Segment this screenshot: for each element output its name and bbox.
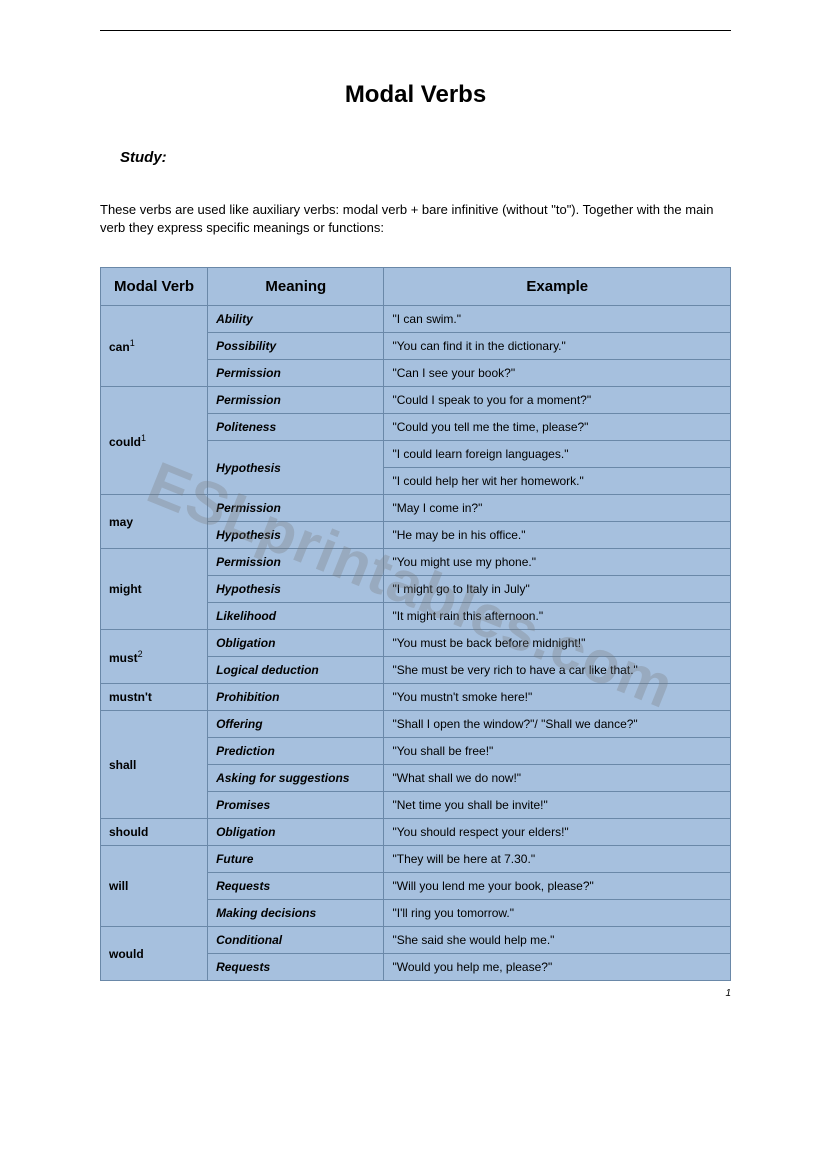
- verb-cell: will: [101, 846, 208, 927]
- intro-text: These verbs are used like auxiliary verb…: [100, 201, 731, 237]
- table-row: mustn'tProhibition"You mustn't smoke her…: [101, 684, 731, 711]
- meaning-cell: Hypothesis: [208, 522, 384, 549]
- meaning-cell: Offering: [208, 711, 384, 738]
- table-header-row: Modal Verb Meaning Example: [101, 268, 731, 306]
- example-cell: "She said she would help me.": [384, 927, 731, 954]
- header-example: Example: [384, 268, 731, 306]
- meaning-cell: Politeness: [208, 414, 384, 441]
- meaning-cell: Possibility: [208, 333, 384, 360]
- meaning-cell: Obligation: [208, 819, 384, 846]
- table-row: can1Ability"I can swim.": [101, 306, 731, 333]
- meaning-cell: Conditional: [208, 927, 384, 954]
- meaning-cell: Asking for suggestions: [208, 765, 384, 792]
- meaning-cell: Requests: [208, 873, 384, 900]
- modal-verbs-table: Modal Verb Meaning Example can1Ability"I…: [100, 267, 731, 981]
- verb-cell: mustn't: [101, 684, 208, 711]
- example-cell: "She must be very rich to have a car lik…: [384, 657, 731, 684]
- example-cell: "You shall be free!": [384, 738, 731, 765]
- verb-cell: could1: [101, 387, 208, 495]
- meaning-cell: Promises: [208, 792, 384, 819]
- example-cell: "They will be here at 7.30.": [384, 846, 731, 873]
- top-rule: [100, 30, 731, 31]
- table-row: wouldConditional"She said she would help…: [101, 927, 731, 954]
- example-cell: "I'll ring you tomorrow.": [384, 900, 731, 927]
- header-meaning: Meaning: [208, 268, 384, 306]
- example-cell: "You can find it in the dictionary.": [384, 333, 731, 360]
- table-row: mayPermission"May I come in?": [101, 495, 731, 522]
- meaning-cell: Obligation: [208, 630, 384, 657]
- table-row: could1Permission"Could I speak to you fo…: [101, 387, 731, 414]
- meaning-cell: Requests: [208, 954, 384, 981]
- example-cell: "Shall I open the window?"/ "Shall we da…: [384, 711, 731, 738]
- example-cell: "Will you lend me your book, please?": [384, 873, 731, 900]
- example-cell: "What shall we do now!": [384, 765, 731, 792]
- meaning-cell: Making decisions: [208, 900, 384, 927]
- example-cell: "I could help her wit her homework.": [384, 468, 731, 495]
- verb-cell: shall: [101, 711, 208, 819]
- header-modal-verb: Modal Verb: [101, 268, 208, 306]
- example-cell: "Could you tell me the time, please?": [384, 414, 731, 441]
- table-row: mightPermission"You might use my phone.": [101, 549, 731, 576]
- meaning-cell: Permission: [208, 387, 384, 414]
- table-row: willFuture"They will be here at 7.30.": [101, 846, 731, 873]
- example-cell: "You must be back before midnight!": [384, 630, 731, 657]
- table-row: shouldObligation"You should respect your…: [101, 819, 731, 846]
- meaning-cell: Prediction: [208, 738, 384, 765]
- meaning-cell: Hypothesis: [208, 576, 384, 603]
- example-cell: "He may be in his office.": [384, 522, 731, 549]
- example-cell: "Could I speak to you for a moment?": [384, 387, 731, 414]
- page-number: 1: [725, 988, 731, 999]
- example-cell: "May I come in?": [384, 495, 731, 522]
- example-cell: "I might go to Italy in July": [384, 576, 731, 603]
- meaning-cell: Permission: [208, 495, 384, 522]
- example-cell: "Would you help me, please?": [384, 954, 731, 981]
- example-cell: "Can I see your book?": [384, 360, 731, 387]
- example-cell: "I can swim.": [384, 306, 731, 333]
- verb-cell: may: [101, 495, 208, 549]
- example-cell: "You mustn't smoke here!": [384, 684, 731, 711]
- example-cell: "You might use my phone.": [384, 549, 731, 576]
- meaning-cell: Logical deduction: [208, 657, 384, 684]
- example-cell: "You should respect your elders!": [384, 819, 731, 846]
- example-cell: "Net time you shall be invite!": [384, 792, 731, 819]
- verb-cell: must2: [101, 630, 208, 684]
- verb-cell: can1: [101, 306, 208, 387]
- page-title: Modal Verbs: [100, 81, 731, 109]
- meaning-cell: Hypothesis: [208, 441, 384, 495]
- meaning-cell: Permission: [208, 360, 384, 387]
- table-row: must2Obligation"You must be back before …: [101, 630, 731, 657]
- meaning-cell: Likelihood: [208, 603, 384, 630]
- verb-cell: should: [101, 819, 208, 846]
- verb-cell: might: [101, 549, 208, 630]
- example-cell: "It might rain this afternoon.": [384, 603, 731, 630]
- meaning-cell: Ability: [208, 306, 384, 333]
- page: Modal Verbs Study: These verbs are used …: [0, 0, 821, 1011]
- verb-cell: would: [101, 927, 208, 981]
- example-cell: "I could learn foreign languages.": [384, 441, 731, 468]
- study-label: Study:: [120, 149, 731, 166]
- meaning-cell: Future: [208, 846, 384, 873]
- meaning-cell: Prohibition: [208, 684, 384, 711]
- table-row: shallOffering"Shall I open the window?"/…: [101, 711, 731, 738]
- meaning-cell: Permission: [208, 549, 384, 576]
- table-body: can1Ability"I can swim."Possibility"You …: [101, 306, 731, 981]
